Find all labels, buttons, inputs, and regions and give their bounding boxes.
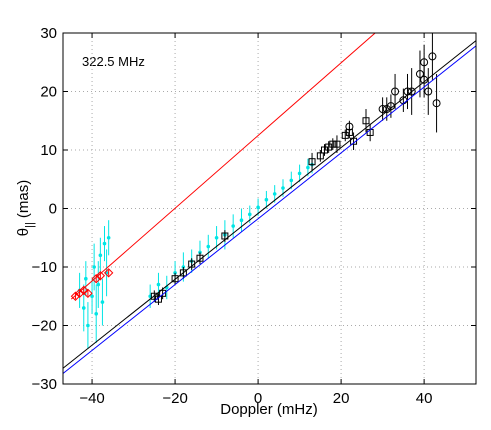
- data-point: [92, 265, 96, 269]
- x-tick-label: 20: [333, 390, 350, 407]
- data-point: [420, 58, 429, 67]
- data-point: [179, 269, 187, 277]
- data-point: [308, 158, 316, 166]
- y-tick-label: 30: [40, 25, 57, 42]
- data-point: [289, 178, 294, 183]
- data-point: [86, 323, 90, 328]
- data-point: [345, 122, 354, 131]
- data-point: [100, 300, 105, 304]
- data-point: [84, 276, 88, 281]
- data-point: [95, 271, 106, 281]
- data-point: [264, 197, 269, 202]
- data-point: [306, 165, 310, 170]
- data-point: [159, 289, 167, 297]
- data-point: [70, 291, 81, 301]
- data-point: [297, 171, 302, 176]
- data-point: [79, 285, 89, 296]
- data-point: [90, 294, 94, 299]
- data-point: [378, 105, 387, 114]
- data-point: [171, 275, 179, 283]
- data-point: [333, 140, 341, 148]
- data-point: [91, 273, 101, 284]
- y-tick-label: 20: [40, 84, 57, 101]
- annotation: 322.5 MHz: [82, 54, 145, 69]
- data-point: [156, 282, 161, 287]
- data-point: [94, 312, 99, 316]
- data-point: [272, 192, 277, 196]
- data-point: [424, 87, 433, 96]
- data-point: [329, 140, 337, 148]
- data-point: [386, 102, 395, 111]
- data-point: [81, 306, 86, 310]
- data-point: [206, 244, 211, 249]
- data-point: [221, 232, 229, 240]
- data-point: [247, 212, 252, 217]
- plot-area: [63, 33, 476, 384]
- x-tick-label: 40: [416, 390, 433, 407]
- data-point: [239, 218, 244, 222]
- data-point: [407, 87, 416, 96]
- x-axis-label: Doppler (mHz): [220, 401, 318, 418]
- y-tick-label: 0: [49, 201, 57, 218]
- data-point: [281, 186, 285, 190]
- y-tick-label: −10: [32, 259, 57, 276]
- y-tick-label: −20: [32, 318, 57, 335]
- y-label-subscript: ||: [24, 222, 36, 228]
- x-tick-label: 0: [254, 390, 262, 407]
- y-label-symbol: θ: [15, 228, 32, 236]
- data-point: [106, 235, 111, 240]
- data-point: [102, 241, 107, 246]
- data-point: [428, 52, 437, 61]
- fit-line: [70, 33, 376, 300]
- data-point: [214, 235, 219, 240]
- fit-line: [63, 40, 476, 369]
- y-tick-label: 10: [40, 142, 57, 159]
- data-point: [154, 295, 162, 303]
- data-point: [231, 224, 235, 228]
- x-tick-label: −40: [79, 390, 104, 407]
- data-point: [74, 288, 85, 299]
- y-label-unit: (mas): [15, 180, 32, 218]
- data-point: [196, 254, 204, 262]
- data-point: [316, 152, 324, 160]
- data-point: [83, 288, 93, 299]
- data-point: [432, 99, 441, 108]
- fit-line: [63, 45, 476, 374]
- data-point: [391, 87, 400, 96]
- data-point: [415, 69, 424, 78]
- data-point: [256, 205, 260, 210]
- y-axis-label: θ|| (mas): [15, 180, 36, 236]
- plot-frame: [62, 32, 477, 385]
- data-point: [98, 253, 103, 258]
- y-tick-label: −30: [32, 376, 57, 393]
- data-point: [103, 268, 114, 278]
- data-point: [96, 282, 101, 287]
- x-tick-label: −20: [162, 390, 187, 407]
- data-point: [362, 117, 370, 125]
